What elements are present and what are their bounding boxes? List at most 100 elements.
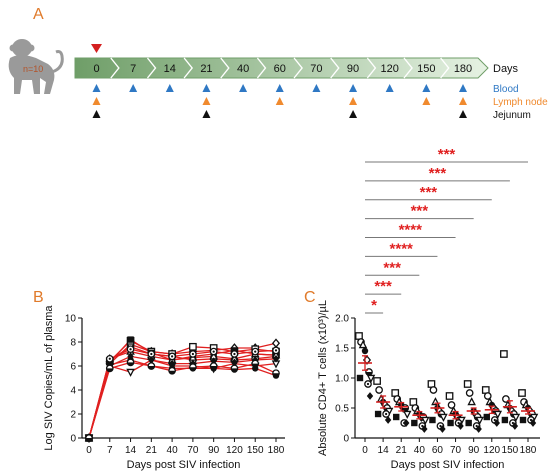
significance-label: *** [383,259,401,276]
data-point-half [365,372,373,376]
panel-c-letter: C [304,289,316,306]
data-point [465,419,472,427]
data-point [375,386,383,394]
y-tick-label: 2.0 [335,314,349,325]
y-tick-label: 4 [70,386,76,397]
data-point [445,392,454,400]
data-point [529,419,537,427]
significance-label: * [371,297,377,314]
y-tick-label: 0 [343,434,349,445]
data-point [127,352,134,361]
data-point [475,416,484,425]
x-tick-label: 40 [167,445,179,456]
legend-blood: Blood [493,84,519,95]
sample-marker-icon [459,84,467,92]
x-axis-title: Days post SIV infection [391,459,505,471]
data-point-center [233,352,236,356]
series-line [88,338,277,439]
sample-marker-icon [275,97,284,105]
data-point [511,422,519,430]
data-point [384,416,392,424]
days-label: Days [493,63,519,75]
x-tick-label: 180 [268,445,285,456]
data-point-center [384,412,388,416]
series-line [88,342,277,439]
data-point [429,386,438,394]
sample-marker-icon [202,110,211,118]
data-point [493,410,503,419]
sample-marker-icon [459,110,467,118]
x-tick-label: 70 [450,445,462,456]
data-point-center [108,357,111,360]
data-point [148,356,155,364]
timeline-day-21: 21 [200,63,212,75]
series-line [88,350,277,439]
sample-marker-icon [202,97,211,105]
timeline-divider [256,57,267,79]
sample-marker-icon [349,110,358,118]
series-line [88,361,277,439]
significance-label: **** [390,240,414,257]
data-point [439,413,448,422]
data-point [271,338,281,349]
data-point-half [252,363,259,367]
data-point-half [148,366,155,370]
data-point-half [272,373,280,377]
timeline-day-150: 150 [417,63,435,75]
sample-marker-icon [349,84,358,92]
data-point [403,419,410,427]
data-point [447,419,454,427]
significance-label: *** [438,146,456,163]
y-tick-label: 2 [70,410,76,421]
timeline-arrow [74,57,489,79]
data-point-half [106,368,113,372]
timeline-divider [403,57,413,79]
sampling-schedule: Blood Lymph node Jejunum [92,84,548,121]
data-point-center [493,418,496,422]
data-point [500,350,508,358]
x-tick-label: 150 [502,445,519,456]
data-point-half [210,366,217,370]
infection-marker-icon [91,44,102,53]
data-point-center [170,355,174,358]
animal-count: n=10 [23,64,43,74]
sample-marker-icon [312,84,321,92]
sample-marker-icon [92,97,101,105]
data-point [518,389,526,397]
data-point [189,342,197,351]
data-point-half [189,367,197,371]
sample-marker-icon [165,84,174,92]
x-tick-label: 120 [483,445,500,456]
data-point-half [168,370,176,374]
series-line [88,359,277,439]
data-point [447,401,456,409]
timeline-day-60: 60 [274,63,286,75]
timeline-divider [183,57,194,79]
cd4-count-chart: 0 0.5 1.0 1.5 2.0 0 14 21 40 60 70 90 120 150 180 Days … [317,146,540,471]
y-axis-title: Log SIV Copies/mL of plasma [43,305,55,451]
panel-b: B 0 2 4 6 8 10 0 7 14 21 40 70 90 120 150 180 Days post … [33,289,285,471]
timeline-divider [110,57,120,79]
data-point-center [457,421,460,425]
data-point-center [274,349,278,352]
data-point-half [85,438,93,442]
data-point-center [150,352,153,356]
data-point [366,374,376,383]
sample-marker-icon [275,84,284,92]
series-line [88,355,277,439]
viral-load-chart: 0 2 4 6 8 10 0 7 14 21 40 70 90 120 150 180 Days post SI… [43,305,285,471]
timeline-day-7: 7 [130,63,136,75]
data-point [402,410,412,419]
data-point-center [511,421,515,425]
data-point-half [127,362,134,366]
data-point [465,389,474,397]
data-point [519,416,527,424]
sample-marker-icon [202,84,211,92]
panel-a-letter: A [33,6,44,23]
data-point [501,416,509,424]
timeline-dividers [110,57,450,79]
data-point-center [421,424,424,428]
panel-b-letter: B [33,289,44,306]
sample-marker-icon [422,84,431,92]
timeline-divider [293,57,303,79]
